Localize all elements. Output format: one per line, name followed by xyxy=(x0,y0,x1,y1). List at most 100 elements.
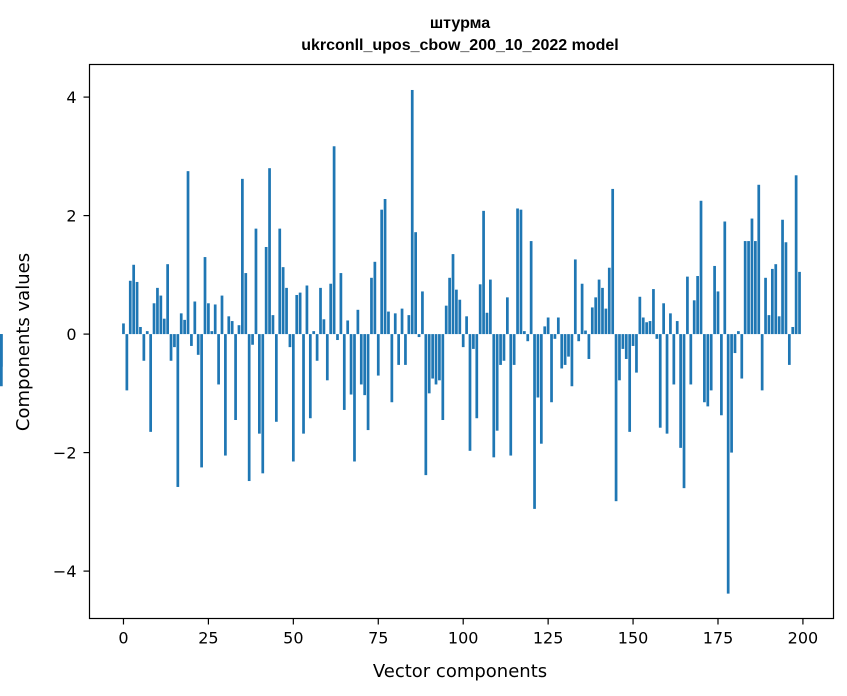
bar xyxy=(427,334,431,394)
bar xyxy=(529,241,533,335)
bar xyxy=(669,313,672,335)
bar xyxy=(261,334,265,474)
bar xyxy=(652,289,655,335)
y-axis-ticks: −4 −2 0 2 4 xyxy=(53,88,90,581)
bar xyxy=(679,334,682,448)
y-tick-label: −2 xyxy=(53,444,77,463)
bar xyxy=(798,271,801,335)
bar xyxy=(726,334,730,594)
bar xyxy=(716,291,720,335)
bar xyxy=(359,334,363,385)
bar xyxy=(519,209,523,335)
bar xyxy=(584,330,587,335)
bar xyxy=(342,334,346,410)
bar xyxy=(655,334,659,339)
bar xyxy=(254,228,258,335)
bar xyxy=(329,283,333,335)
bar xyxy=(156,287,159,335)
bar xyxy=(302,334,305,434)
bar xyxy=(173,334,176,348)
bar xyxy=(448,277,451,335)
bar xyxy=(784,242,788,335)
bar xyxy=(570,334,574,387)
y-tick-label: −4 xyxy=(53,562,77,581)
bar xyxy=(743,241,747,335)
bar xyxy=(441,334,445,421)
bar xyxy=(291,334,295,462)
x-tick-label: 0 xyxy=(118,629,128,648)
bar xyxy=(193,301,197,335)
bar xyxy=(522,331,526,335)
bar xyxy=(757,184,761,335)
bar xyxy=(322,319,326,335)
bar xyxy=(424,334,428,476)
bar xyxy=(224,334,227,456)
x-tick-label: 125 xyxy=(533,629,564,648)
bar xyxy=(699,200,703,335)
bar xyxy=(604,308,608,335)
bar xyxy=(305,285,309,335)
bar-series xyxy=(0,89,801,594)
bar xyxy=(621,334,625,349)
bar xyxy=(502,334,506,361)
bar xyxy=(774,264,778,335)
x-tick-label: 25 xyxy=(198,629,218,648)
bar xyxy=(791,326,795,335)
bar xyxy=(485,312,489,335)
bar xyxy=(461,334,465,348)
bar xyxy=(434,334,438,385)
bar xyxy=(397,334,401,365)
bar xyxy=(353,334,356,462)
bar xyxy=(750,218,754,335)
bar xyxy=(468,334,472,451)
bar xyxy=(696,276,699,335)
bar xyxy=(672,334,676,385)
bar xyxy=(737,331,740,335)
bar xyxy=(458,299,462,335)
bar xyxy=(258,334,261,434)
bar xyxy=(393,313,397,335)
bar xyxy=(730,334,733,453)
bar xyxy=(271,315,275,335)
bar xyxy=(475,334,479,419)
bar xyxy=(539,334,543,444)
bar xyxy=(777,316,781,335)
bar xyxy=(162,318,166,335)
bar xyxy=(387,311,390,335)
bar xyxy=(747,241,750,335)
bar xyxy=(186,171,190,335)
bar xyxy=(536,334,540,398)
bar xyxy=(635,334,638,373)
bar xyxy=(230,321,234,335)
bar xyxy=(543,326,547,335)
x-axis-ticks: 0 25 50 75 100 125 150 175 200 xyxy=(118,618,818,648)
bar xyxy=(319,287,322,335)
bar xyxy=(550,334,553,403)
bar xyxy=(285,287,288,335)
bar xyxy=(390,334,394,403)
x-tick-label: 75 xyxy=(368,629,388,648)
bar xyxy=(128,280,132,335)
bar xyxy=(628,334,632,432)
bar xyxy=(709,334,713,391)
bar xyxy=(373,261,377,335)
bar xyxy=(641,317,645,335)
bar xyxy=(740,334,744,379)
bar xyxy=(611,188,615,335)
bar xyxy=(787,334,791,365)
bar xyxy=(298,292,302,335)
bar xyxy=(509,334,513,456)
bar xyxy=(665,334,669,434)
bar xyxy=(703,334,706,403)
bar xyxy=(264,246,268,335)
bar xyxy=(169,334,173,361)
bar xyxy=(597,279,601,335)
bar xyxy=(499,334,502,365)
bar xyxy=(781,219,784,335)
bar xyxy=(176,334,180,487)
bar xyxy=(662,303,665,335)
bar xyxy=(533,334,536,509)
bar xyxy=(560,334,564,369)
bar xyxy=(516,208,519,335)
